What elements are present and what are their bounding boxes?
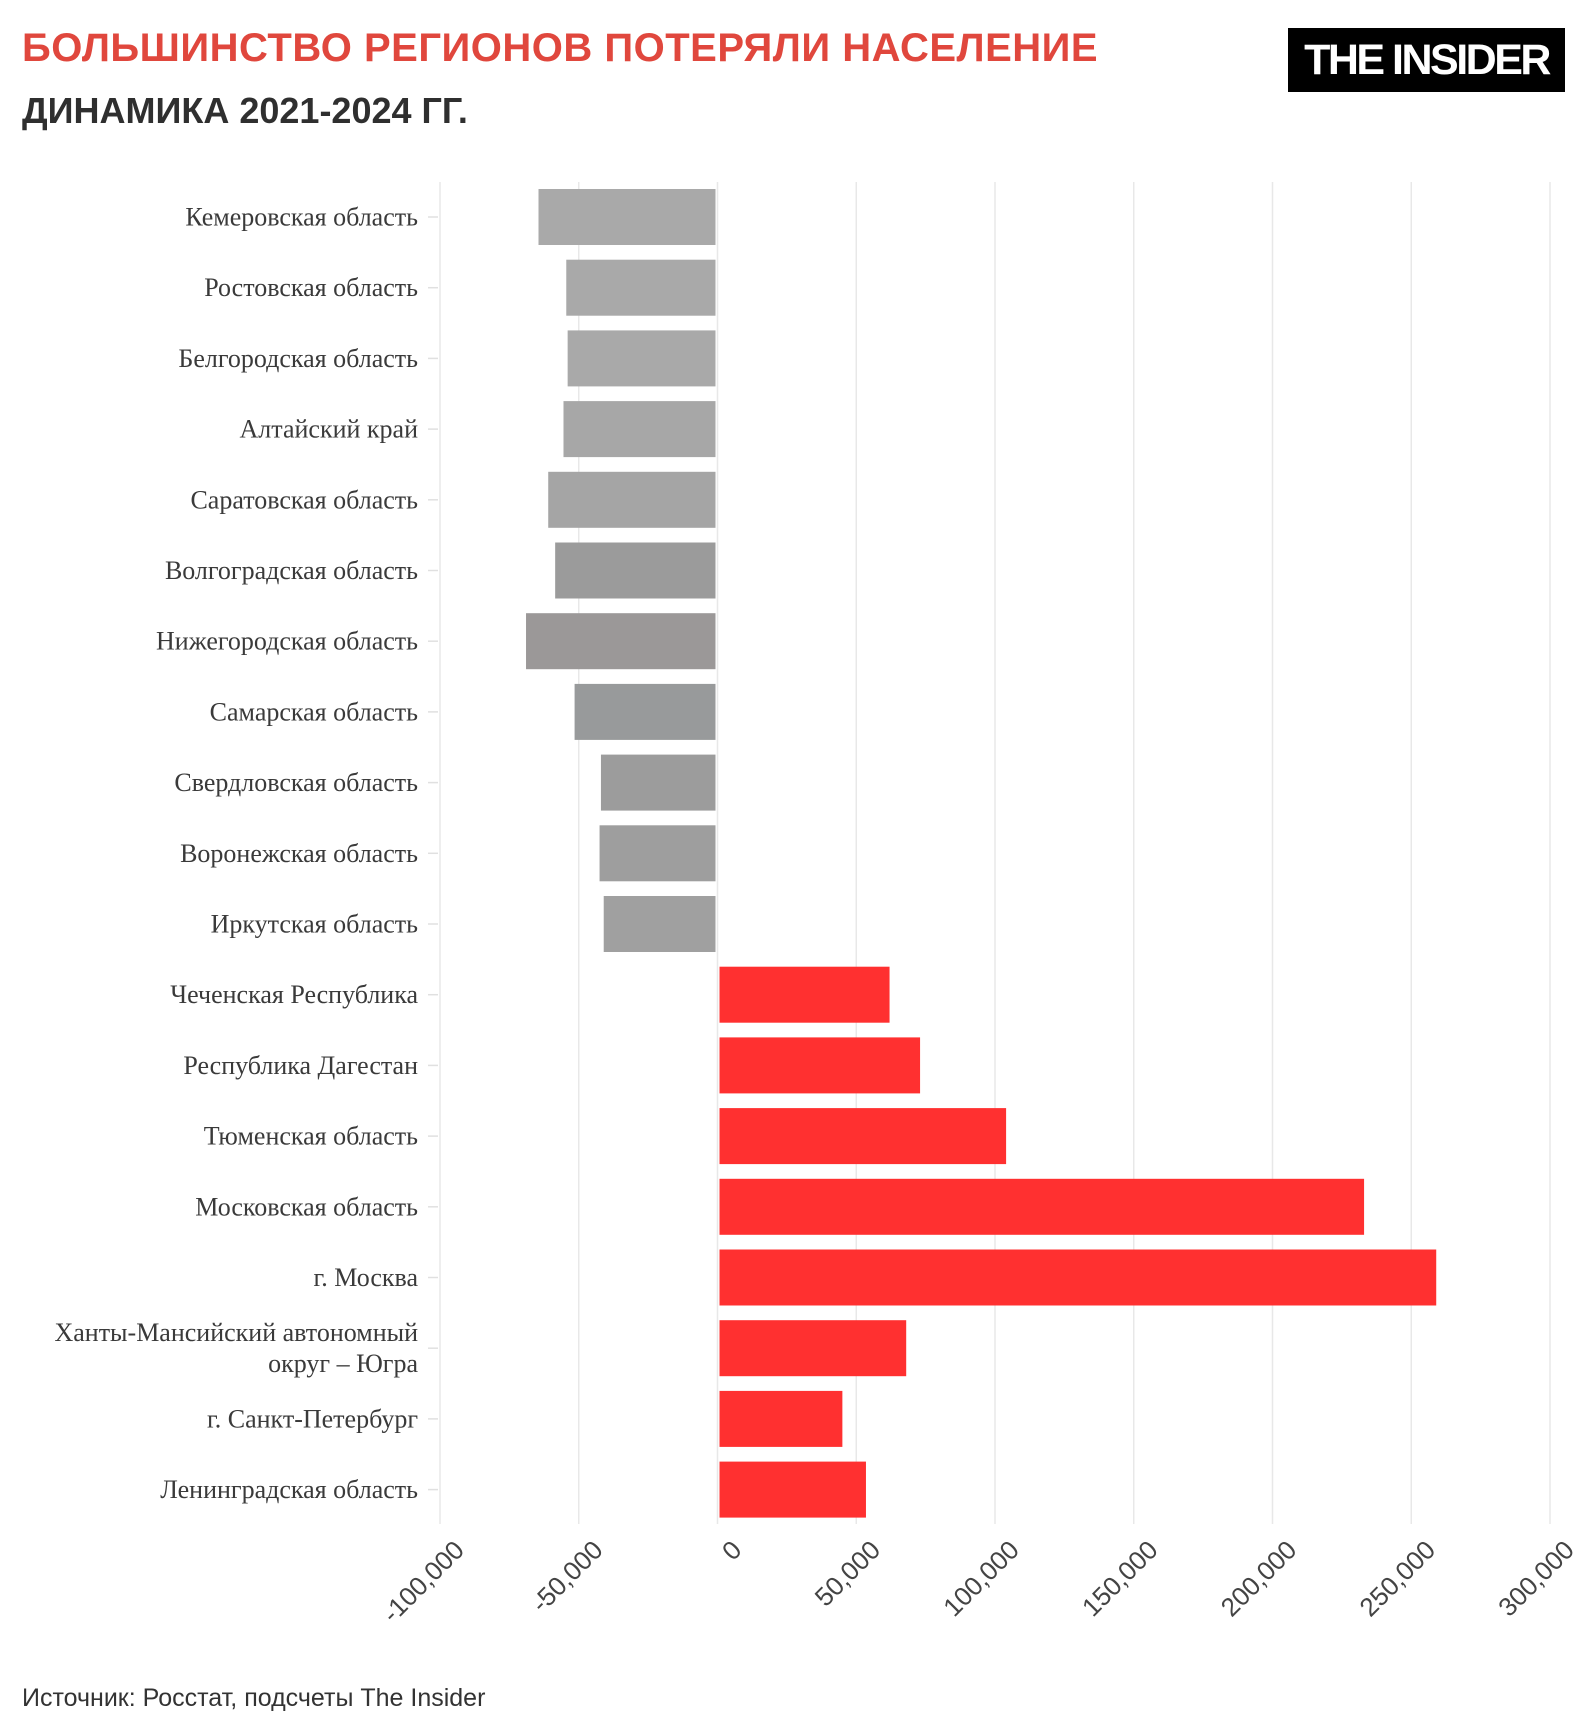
category-label: Кемеровская область	[185, 203, 418, 232]
chart-subtitle: ДИНАМИКА 2021-2024 ГГ.	[22, 90, 468, 131]
bar-16	[719, 1249, 1437, 1306]
x-tick-label: 300,000	[1492, 1535, 1580, 1623]
category-label: округ – Югра	[268, 1349, 418, 1378]
x-tick-label: 0	[716, 1535, 747, 1566]
source-note: Источник: Росстат, подсчеты The Insider	[22, 1684, 486, 1712]
category-label: г. Москва	[314, 1263, 419, 1292]
category-label: Нижегородская область	[156, 627, 418, 656]
bar-5	[548, 471, 716, 528]
x-tick-label: -100,000	[376, 1535, 470, 1629]
bar-3	[567, 330, 716, 387]
chart-title: БОЛЬШИНСТВО РЕГИОНОВ ПОТЕРЯЛИ НАСЕЛЕНИЕ	[22, 26, 1099, 70]
category-label: Алтайский край	[240, 415, 419, 444]
bar-4	[563, 401, 716, 458]
category-label: Ростовская область	[204, 273, 418, 302]
bar-14	[719, 1108, 1007, 1165]
category-label: Свердловская область	[174, 768, 418, 797]
bar-2	[566, 259, 716, 316]
category-label: Чеченская Республика	[170, 980, 418, 1009]
category-label: г. Санкт-Петербург	[207, 1404, 418, 1433]
category-label: Воронежская область	[180, 839, 418, 868]
x-tick-label: 250,000	[1353, 1535, 1441, 1623]
bar-8	[574, 683, 716, 740]
bar-19	[719, 1461, 866, 1518]
x-tick-label: -50,000	[525, 1535, 609, 1619]
x-tick-label: 200,000	[1215, 1535, 1303, 1623]
bar-9	[600, 754, 716, 811]
x-tick-label: 150,000	[1076, 1535, 1164, 1623]
category-labels: Кемеровская область Ростовская область Бел…	[54, 203, 438, 1504]
bar-7	[526, 613, 716, 670]
bar-13	[719, 1037, 921, 1094]
x-tick-label: 100,000	[937, 1535, 1025, 1623]
bar-15	[719, 1178, 1365, 1235]
bar-1	[538, 189, 716, 245]
bar-11	[603, 896, 716, 952]
category-label: Иркутская область	[211, 910, 418, 939]
bar-6	[555, 542, 716, 599]
bar-10	[599, 825, 716, 882]
bar-17	[719, 1320, 907, 1377]
category-label: Саратовская область	[190, 485, 418, 514]
bar-12	[719, 966, 890, 1023]
the-insider-logo: THE INSIDER	[1288, 28, 1565, 92]
category-label: Республика Дагестан	[183, 1051, 418, 1080]
category-label: Белгородская область	[178, 344, 418, 373]
bars	[526, 189, 1437, 1518]
category-label: Московская область	[195, 1192, 418, 1221]
category-label: Тюменская область	[204, 1122, 418, 1151]
x-tick-label: 50,000	[809, 1535, 886, 1612]
bar-18	[719, 1390, 843, 1447]
x-axis-tick-labels: -100,000 -50,000 0 50,000 100,000 150,000 200,…	[376, 1535, 1580, 1629]
category-label: Самарская область	[210, 697, 418, 726]
category-label: Ленинградская область	[160, 1475, 418, 1504]
category-label: Ханты-Мансийский автономный	[54, 1318, 418, 1347]
category-label: Волгоградская область	[165, 556, 418, 585]
